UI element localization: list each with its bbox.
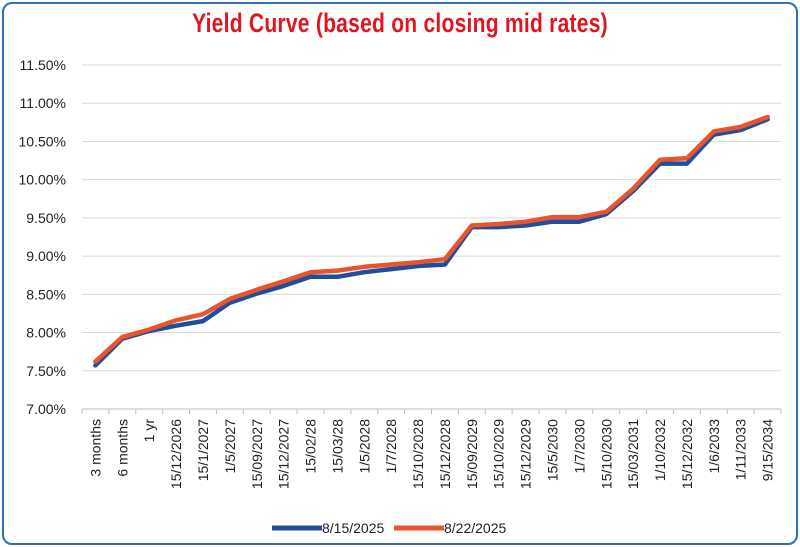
x-tick-label: 15/10/2029 xyxy=(491,419,507,489)
y-tick-label: 11.50% xyxy=(20,57,66,73)
x-tick-label: 6 months xyxy=(114,419,130,477)
legend-label: 8/15/2025 xyxy=(322,520,384,536)
y-axis: 7.00% 7.50% 8.00% 8.50% 9.00% 9.50% 10.00% 10.5… xyxy=(19,57,66,417)
x-tick-label: 15/10/2028 xyxy=(410,419,426,489)
series-line-2 xyxy=(93,114,770,364)
legend: 8/15/2025 8/22/2025 xyxy=(272,520,506,536)
x-tick-label: 1 yr xyxy=(141,419,157,443)
x-tick-label: 15/12/2029 xyxy=(518,419,534,489)
y-tick-label: 10.50% xyxy=(19,133,66,149)
y-tick-label: 9.50% xyxy=(26,210,66,226)
legend-label: 8/22/2025 xyxy=(444,520,506,536)
x-tick-label: 15/5/2030 xyxy=(544,419,560,481)
x-tick-label: 1/7/2030 xyxy=(571,419,587,474)
series-lines xyxy=(93,114,770,368)
y-tick-label: 8.00% xyxy=(26,325,66,341)
grid-lines xyxy=(82,64,781,410)
x-tick-label: 15/02/28 xyxy=(303,419,319,474)
x-tick-label: 15/12/2032 xyxy=(679,419,695,489)
x-tick-label: 15/12/2027 xyxy=(276,419,292,489)
x-tick-label: 15/12/2026 xyxy=(168,419,184,489)
x-axis: 3 months 6 months 1 yr 15/12/2026 15/1/2027 1… xyxy=(81,408,782,489)
x-tick-label: 9/15/2034 xyxy=(760,419,776,481)
x-tick-label: 1/10/2032 xyxy=(652,419,668,481)
y-tick-label: 11.00% xyxy=(20,95,66,111)
x-tick-label: 1/11/2033 xyxy=(733,419,749,480)
y-tick-label: 7.50% xyxy=(26,363,66,379)
x-tick-label: 3 months xyxy=(87,419,103,477)
y-tick-label: 8.50% xyxy=(26,286,66,302)
x-tick-label: 15/10/2030 xyxy=(598,419,614,489)
x-tick-label: 15/1/2027 xyxy=(195,419,211,481)
x-tick-label: 15/03/2031 xyxy=(625,419,641,489)
x-tick-label: 15/03/28 xyxy=(329,419,345,474)
y-tick-label: 7.00% xyxy=(26,401,66,417)
x-tick-label: 15/09/2027 xyxy=(249,419,265,489)
x-tick-label: 1/6/2033 xyxy=(706,419,722,474)
x-tick-label: 1/5/2028 xyxy=(356,419,372,474)
y-tick-label: 10.00% xyxy=(19,172,66,188)
series-line-1 xyxy=(93,117,770,368)
x-tick-label: 1/5/2027 xyxy=(222,419,238,474)
chart-title: Yield Curve (based on closing mid rates) xyxy=(192,8,608,38)
y-tick-label: 9.00% xyxy=(26,248,66,264)
x-tick-label: 15/09/2029 xyxy=(464,419,480,489)
x-tick-label: 15/12/2028 xyxy=(437,419,453,489)
x-tick-label: 1/7/2028 xyxy=(383,419,399,474)
